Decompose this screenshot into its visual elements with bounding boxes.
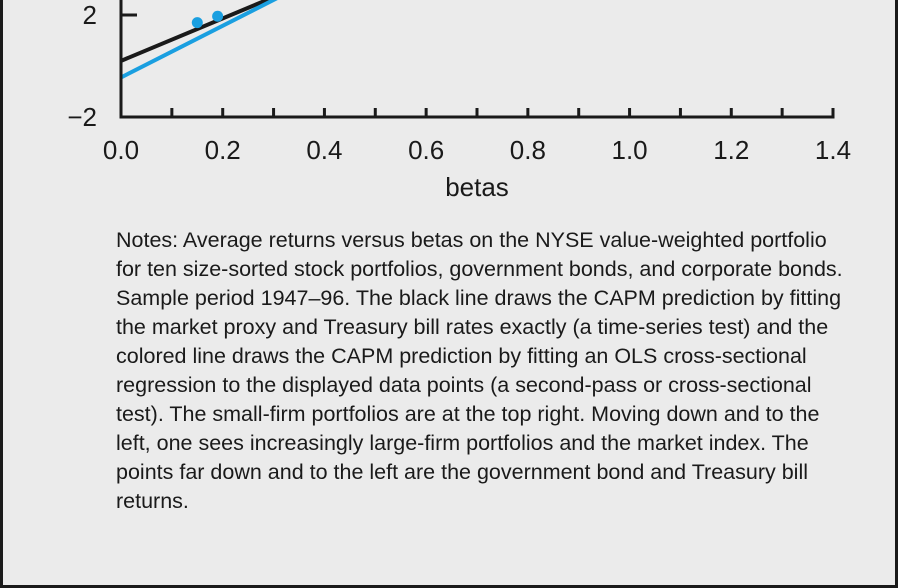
x-tick-label: 0.6 — [408, 135, 444, 165]
x-tick-label: 0.2 — [205, 135, 241, 165]
figure-notes: Notes: Average returns versus betas on t… — [116, 228, 843, 513]
capm-time-series-line — [121, 0, 272, 63]
y-tick-label: 2 — [83, 0, 97, 30]
x-tick-label: 1.2 — [713, 135, 749, 165]
x-tick-label: 0.8 — [510, 135, 546, 165]
capm-cross-section-line — [121, 0, 278, 80]
x-tick-label: 0.4 — [306, 135, 342, 165]
y-tick-label: −2 — [67, 102, 97, 132]
data-point — [191, 17, 203, 29]
x-tick-label: 1.0 — [611, 135, 647, 165]
x-tick-label: 1.4 — [815, 135, 851, 165]
x-axis-label: betas — [445, 172, 509, 202]
x-tick-label: 0.0 — [103, 135, 139, 165]
data-point — [212, 10, 224, 22]
chart: 0.0 0.2 0.4 0.6 0.8 1.0 1.2 1.4 2 −2 betas — [67, 0, 851, 202]
